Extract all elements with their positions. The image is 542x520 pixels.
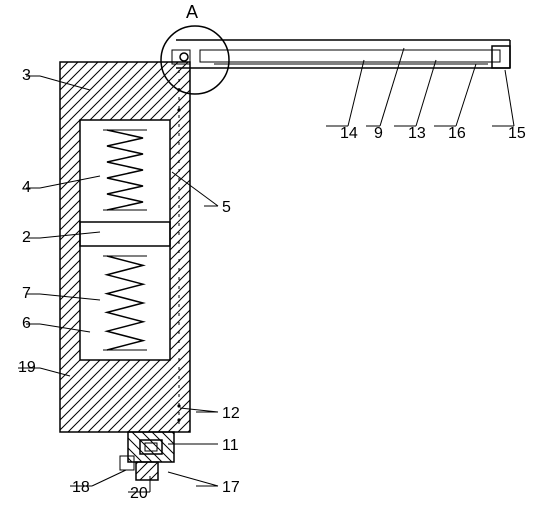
- svg-text:17: 17: [222, 479, 240, 496]
- svg-text:12: 12: [222, 405, 240, 422]
- svg-text:6: 6: [22, 315, 31, 332]
- svg-text:9: 9: [374, 125, 383, 142]
- svg-text:19: 19: [18, 359, 36, 376]
- svg-text:5: 5: [222, 199, 231, 216]
- svg-text:18: 18: [72, 479, 90, 496]
- svg-text:4: 4: [22, 179, 31, 196]
- svg-text:20: 20: [130, 485, 148, 502]
- svg-text:16: 16: [448, 125, 466, 142]
- svg-text:A: A: [186, 2, 198, 22]
- svg-text:2: 2: [22, 229, 31, 246]
- svg-text:13: 13: [408, 125, 426, 142]
- svg-text:3: 3: [22, 67, 31, 84]
- svg-text:11: 11: [222, 437, 239, 454]
- svg-text:14: 14: [340, 125, 358, 142]
- svg-text:15: 15: [508, 125, 526, 142]
- svg-text:7: 7: [22, 285, 31, 302]
